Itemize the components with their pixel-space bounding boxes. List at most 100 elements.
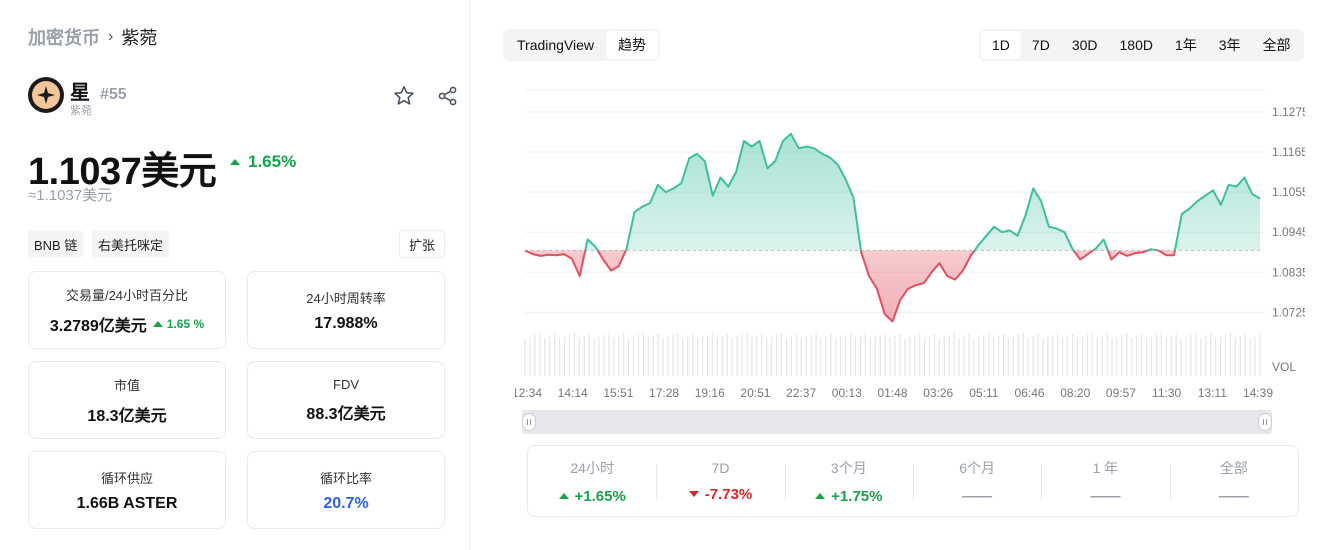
x-tick-label: 14:14 xyxy=(558,386,588,400)
volume-bar xyxy=(573,332,575,376)
volume-bar xyxy=(692,333,694,376)
volume-bar xyxy=(820,337,822,376)
volume-bar xyxy=(958,337,960,376)
range-tab-7d[interactable]: 7D xyxy=(1031,37,1050,53)
price-areas xyxy=(525,133,1260,322)
volume-bar xyxy=(637,334,640,376)
range-tab-3y[interactable]: 3年 xyxy=(1218,37,1241,53)
favorite-star-icon[interactable] xyxy=(392,84,416,108)
y-tick-label: 1.0725 xyxy=(1272,305,1305,319)
volume-bar xyxy=(1224,334,1227,376)
volume-bar xyxy=(1131,337,1133,376)
volume-bar xyxy=(973,338,975,376)
performance-value: +1.65% xyxy=(574,487,626,505)
volume-bar xyxy=(1136,335,1138,376)
performance-value-row: —— xyxy=(1090,488,1120,505)
volume-bar xyxy=(524,338,526,376)
range-tab-1d[interactable]: 1D xyxy=(981,31,1021,59)
price-change: 1.65% xyxy=(230,152,296,172)
volume-bar xyxy=(914,334,916,376)
volume-bar xyxy=(1141,333,1143,376)
volume-bar xyxy=(1017,334,1019,376)
volume-bar xyxy=(1190,334,1192,376)
volume-bar xyxy=(938,338,940,376)
tag-chain[interactable]: BNB 链 xyxy=(28,230,84,258)
volume-bar xyxy=(1244,333,1246,376)
volume-bar xyxy=(1145,338,1148,376)
performance-label: 24小时 xyxy=(570,459,614,476)
volume-bar xyxy=(578,337,580,376)
volume-bar xyxy=(539,332,541,376)
breadcrumb: 加密货币 › 紫菀 xyxy=(28,24,157,50)
triangle-up-icon xyxy=(558,493,569,499)
stat-label: 交易量/24小时百分比 xyxy=(65,287,189,303)
stat-label: 24小时周转率 xyxy=(306,290,386,306)
token-rank: #55 xyxy=(100,86,127,103)
volume-bar xyxy=(771,336,773,376)
range-tabs: 1D 7D 30D 180D 1年 3年 全部 xyxy=(979,29,1304,61)
volume-bar xyxy=(1150,336,1153,376)
volume-bar xyxy=(1160,332,1162,376)
scroller-right-handle[interactable] xyxy=(1258,413,1272,431)
vol-label: VOL xyxy=(1272,360,1296,374)
x-tick-label: 19:16 xyxy=(695,386,725,400)
x-tick-label: 20:51 xyxy=(740,386,770,400)
volume-bar xyxy=(662,338,664,376)
volume-bar xyxy=(1180,338,1182,376)
volume-bar xyxy=(682,337,684,376)
volume-bar xyxy=(706,334,709,376)
range-tab-all[interactable]: 全部 xyxy=(1262,37,1291,53)
volume-bar xyxy=(701,336,704,376)
x-tick-label: 03:26 xyxy=(923,386,953,400)
volume-bar xyxy=(647,337,649,376)
volume-bar xyxy=(1259,334,1261,376)
performance-value: —— xyxy=(1090,487,1121,505)
tab-tradingview[interactable]: TradingView xyxy=(517,37,595,53)
volume-bar xyxy=(825,335,827,376)
volume-bar xyxy=(1254,336,1256,376)
stat-label: 市值 xyxy=(113,377,140,393)
performance-value-row: +1.75% xyxy=(815,488,882,505)
volume-bar xyxy=(845,334,847,376)
volume-bar xyxy=(849,332,852,376)
x-tick-label: 15:51 xyxy=(603,386,633,400)
volume-bar xyxy=(1027,337,1029,376)
volume-bar xyxy=(1111,338,1113,376)
x-tick-label: 08:20 xyxy=(1060,386,1090,400)
tag-category[interactable]: 右美托咪定 xyxy=(92,230,170,258)
volume-bar xyxy=(726,333,728,376)
volume-bar xyxy=(993,337,995,376)
y-tick-label: 1.1165 xyxy=(1272,145,1305,159)
volume-bar xyxy=(583,335,585,376)
range-tab-180d[interactable]: 180D xyxy=(1119,37,1153,53)
range-tab-30d[interactable]: 30D xyxy=(1071,37,1098,53)
expand-button[interactable]: 扩张 xyxy=(399,230,445,258)
share-icon[interactable] xyxy=(436,84,460,108)
performance-label: 3个月 xyxy=(830,459,867,476)
tab-trend[interactable]: 趋势 xyxy=(606,31,659,59)
scroller-left-handle[interactable] xyxy=(522,413,536,431)
volume-bar xyxy=(899,333,901,376)
volume-bar xyxy=(652,335,654,376)
volume-bar xyxy=(1007,338,1010,376)
volume-bar xyxy=(563,336,566,376)
volume-bar xyxy=(1126,332,1128,376)
range-tab-1y[interactable]: 1年 xyxy=(1174,37,1197,53)
volume-bar xyxy=(667,336,669,376)
performance-summary: 24小时 +1.65% 7D -7.73% 3个月 +1.75% 6个月 —— 1 年 —— 全部 —… xyxy=(527,445,1299,517)
volume-bar xyxy=(775,334,778,376)
volume-bar xyxy=(1002,333,1005,376)
volume-bar xyxy=(923,337,926,376)
volume-bar xyxy=(721,335,723,376)
volume-bar xyxy=(988,332,990,376)
price-chart[interactable]: 1.1275 1.1165 1.1055 1.0945 1.0835 1.0725 12:… xyxy=(515,82,1305,402)
volume-bar xyxy=(879,334,881,376)
volume-bar xyxy=(810,334,812,376)
stat-value: 88.3亿美元 xyxy=(306,405,386,423)
volume-bar xyxy=(1234,337,1236,376)
chart-range-scroller[interactable] xyxy=(522,410,1272,434)
breadcrumb-root[interactable]: 加密货币 xyxy=(28,28,100,48)
stat-value: 17.988% xyxy=(314,314,378,332)
performance-cell: 全部 —— xyxy=(1169,446,1298,516)
volume-bar xyxy=(1219,336,1222,376)
